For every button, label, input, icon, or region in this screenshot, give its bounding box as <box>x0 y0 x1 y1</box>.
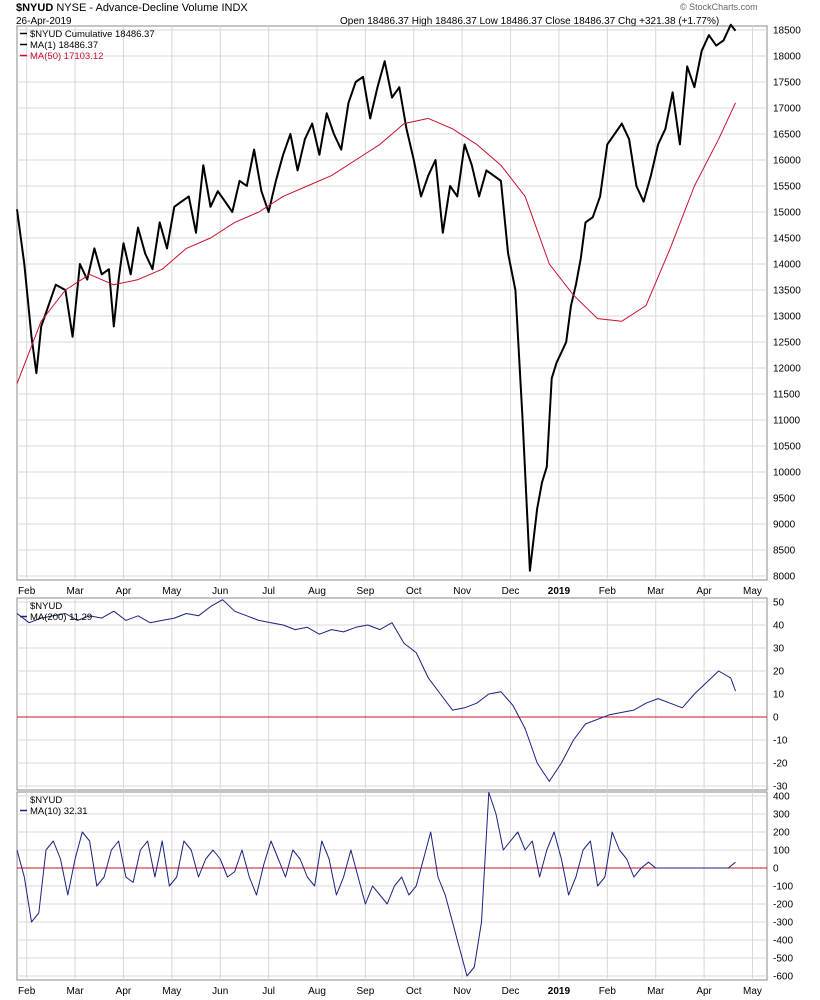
ma200-y-tick-label: 50 <box>773 598 785 609</box>
price-legend-entry: MA(50) 17103.12 <box>30 51 103 62</box>
price-frame <box>16 25 768 581</box>
price-x-tick-label: 2019 <box>548 586 571 597</box>
ma10-legend-entry: MA(10) 32.31 <box>30 806 88 817</box>
ma10-x-tick-label: Sep <box>356 986 374 997</box>
price-x-tick-label: Nov <box>453 586 471 597</box>
price-y-tick-label: 12000 <box>773 364 801 375</box>
price-y-tick-label: 18000 <box>773 52 801 63</box>
price-x-tick-label: Feb <box>18 586 36 597</box>
ma10-x-tick-label: May <box>743 986 762 997</box>
price-legend-entry: MA(1) 18486.37 <box>30 40 98 51</box>
price-y-tick-label: 13500 <box>773 286 801 297</box>
price-y-tick-label: 10000 <box>773 468 801 479</box>
ma200-y-tick-label: 40 <box>773 621 785 632</box>
ma10-x-tick-label: Jun <box>212 986 228 997</box>
price-x-tick-label: Apr <box>696 586 712 597</box>
ma10-y-tick-label: 0 <box>773 864 779 875</box>
price-x-tick-label: Oct <box>406 586 422 597</box>
price-x-tick-label: May <box>162 586 181 597</box>
ma10-y-tick-label: 400 <box>773 792 790 803</box>
price-x-tick-label: May <box>743 586 762 597</box>
ma200-y-tick-label: 10 <box>773 690 785 701</box>
price-y-tick-label: 8500 <box>773 546 796 557</box>
price-x-tick-label: Apr <box>116 586 132 597</box>
price-x-tick-label: Feb <box>599 586 617 597</box>
ma10-y-tick-label: -500 <box>773 954 793 965</box>
price-y-tick-label: 15000 <box>773 208 801 219</box>
price-x-tick-label: Aug <box>308 586 326 597</box>
description-label: NYSE - Advance-Decline Volume INDX <box>56 2 248 14</box>
ma10-x-tick-label: Apr <box>116 986 132 997</box>
ma10-y-tick-label: 200 <box>773 828 790 839</box>
price-y-tick-label: 14000 <box>773 260 801 271</box>
chart-header: $NYUD NYSE - Advance-Decline Volume INDX <box>16 2 248 14</box>
price-y-tick-label: 11000 <box>773 416 801 427</box>
ma10-y-tick-label: 100 <box>773 846 790 857</box>
ma200-legend-entry: $NYUD <box>30 601 62 612</box>
ma10-x-tick-label: Aug <box>308 986 326 997</box>
ma200-y-tick-label: -30 <box>773 782 788 793</box>
price-y-tick-label: 13000 <box>773 312 801 323</box>
ma10-y-tick-label: -300 <box>773 918 793 929</box>
ma10-y-tick-label: -400 <box>773 936 793 947</box>
ohlc-label: Open 18486.37 High 18486.37 Low 18486.37… <box>340 16 720 27</box>
price-y-tick-label: 11500 <box>773 390 801 401</box>
ma10-x-tick-label: 2019 <box>548 986 571 997</box>
price-y-tick-label: 12500 <box>773 338 801 349</box>
watermark: © StockCharts.com <box>680 2 758 12</box>
ma10-x-tick-label: May <box>162 986 181 997</box>
ma200-y-tick-label: 30 <box>773 644 785 655</box>
price-y-tick-label: 15500 <box>773 182 801 193</box>
ma200-y-tick-label: -20 <box>773 759 788 770</box>
price-y-tick-label: 10500 <box>773 442 801 453</box>
price-y-tick-label: 16000 <box>773 156 801 167</box>
price-series-line <box>16 23 737 572</box>
price-y-tick-label: 14500 <box>773 234 801 245</box>
price-x-tick-label: Dec <box>502 586 520 597</box>
ma10-series-line <box>16 791 736 977</box>
ma10-x-tick-label: Mar <box>66 986 84 997</box>
price-x-tick-label: Mar <box>66 586 84 597</box>
ma10-x-tick-label: Jul <box>262 986 275 997</box>
ma10-x-tick-label: Dec <box>502 986 520 997</box>
ma200-y-tick-label: 20 <box>773 667 785 678</box>
price-y-tick-label: 9500 <box>773 494 796 505</box>
ma10-x-tick-label: Feb <box>599 986 617 997</box>
ma10-x-tick-label: Mar <box>647 986 665 997</box>
price-y-tick-label: 17500 <box>773 78 801 89</box>
ma10-x-tick-label: Feb <box>18 986 36 997</box>
price-y-tick-label: 17000 <box>773 104 801 115</box>
ma10-legend-entry: $NYUD <box>30 795 62 806</box>
price-series-line <box>16 102 736 384</box>
price-y-tick-label: 16500 <box>773 130 801 141</box>
ma10-y-tick-label: 300 <box>773 810 790 821</box>
ma200-series-line <box>16 599 736 782</box>
ma200-y-tick-label: -10 <box>773 736 788 747</box>
ma200-legend-entry: MA(200) 11.29 <box>30 612 92 623</box>
price-y-tick-label: 18500 <box>773 26 801 37</box>
price-x-tick-label: Sep <box>356 586 374 597</box>
ma10-x-tick-label: Nov <box>453 986 471 997</box>
ma10-y-tick-label: -600 <box>773 972 793 983</box>
price-legend-entry: $NYUD Cumulative 18486.37 <box>30 29 155 40</box>
price-x-tick-label: Jun <box>212 586 228 597</box>
ma10-y-tick-label: -200 <box>773 900 793 911</box>
ma10-x-tick-label: Oct <box>406 986 422 997</box>
symbol-label: $NYUD <box>16 2 54 14</box>
price-y-tick-label: 8000 <box>773 572 796 583</box>
ma10-x-tick-label: Apr <box>696 986 712 997</box>
ma200-y-tick-label: 0 <box>773 713 779 724</box>
ma10-y-tick-label: -100 <box>773 882 793 893</box>
price-y-tick-label: 9000 <box>773 520 796 531</box>
price-x-tick-label: Mar <box>647 586 665 597</box>
price-x-tick-label: Jul <box>262 586 275 597</box>
date-label: 26-Apr-2019 <box>16 16 72 27</box>
